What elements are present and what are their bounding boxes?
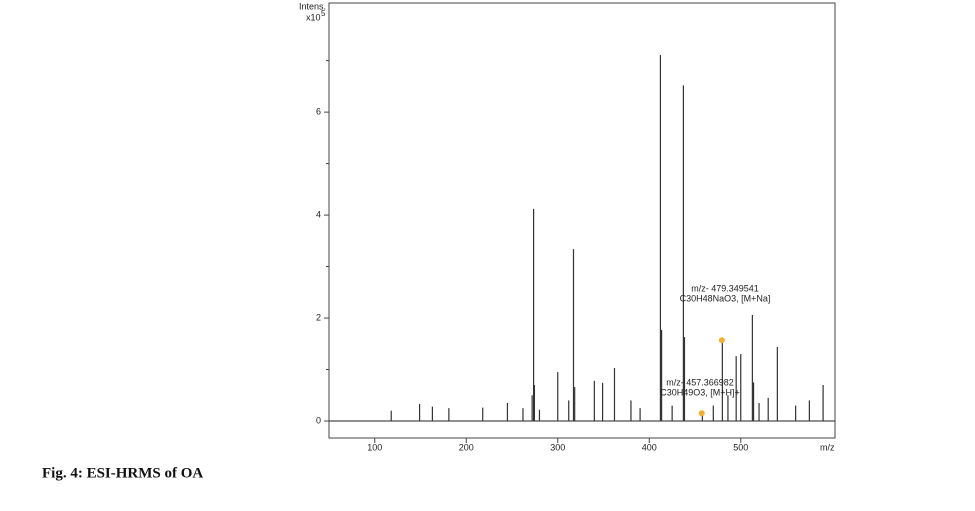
- x-label: m/z: [820, 442, 835, 452]
- x-tick-label: 300: [550, 442, 565, 452]
- x-tick-label: 400: [642, 442, 657, 452]
- plot-frame: [328, 2, 836, 439]
- caption: Fig. 4: ESI-HRMS of OA: [42, 465, 203, 481]
- annotation: C30H48NaO3, [M+Na]: [680, 293, 771, 303]
- y-tick-label: 0: [316, 415, 321, 425]
- x-tick-label: 100: [367, 442, 382, 452]
- y-tick-label: 2: [316, 312, 321, 322]
- y-scale-exponent: 5: [321, 9, 326, 18]
- y-label: Intens.: [299, 1, 326, 11]
- annotation: m/z- 479.349541: [691, 283, 759, 293]
- y-tick-label: 4: [316, 209, 321, 219]
- peak-marker: [698, 410, 705, 417]
- annotation: C30H49O3, [M+H]+: [660, 387, 740, 397]
- x-tick-label: 200: [459, 442, 474, 452]
- y-scale: x10: [306, 12, 321, 22]
- peak-marker: [718, 337, 725, 344]
- x-tick-label: 500: [733, 442, 748, 452]
- annotation: m/z- 457.366982: [666, 377, 734, 387]
- y-tick-label: 6: [316, 107, 321, 117]
